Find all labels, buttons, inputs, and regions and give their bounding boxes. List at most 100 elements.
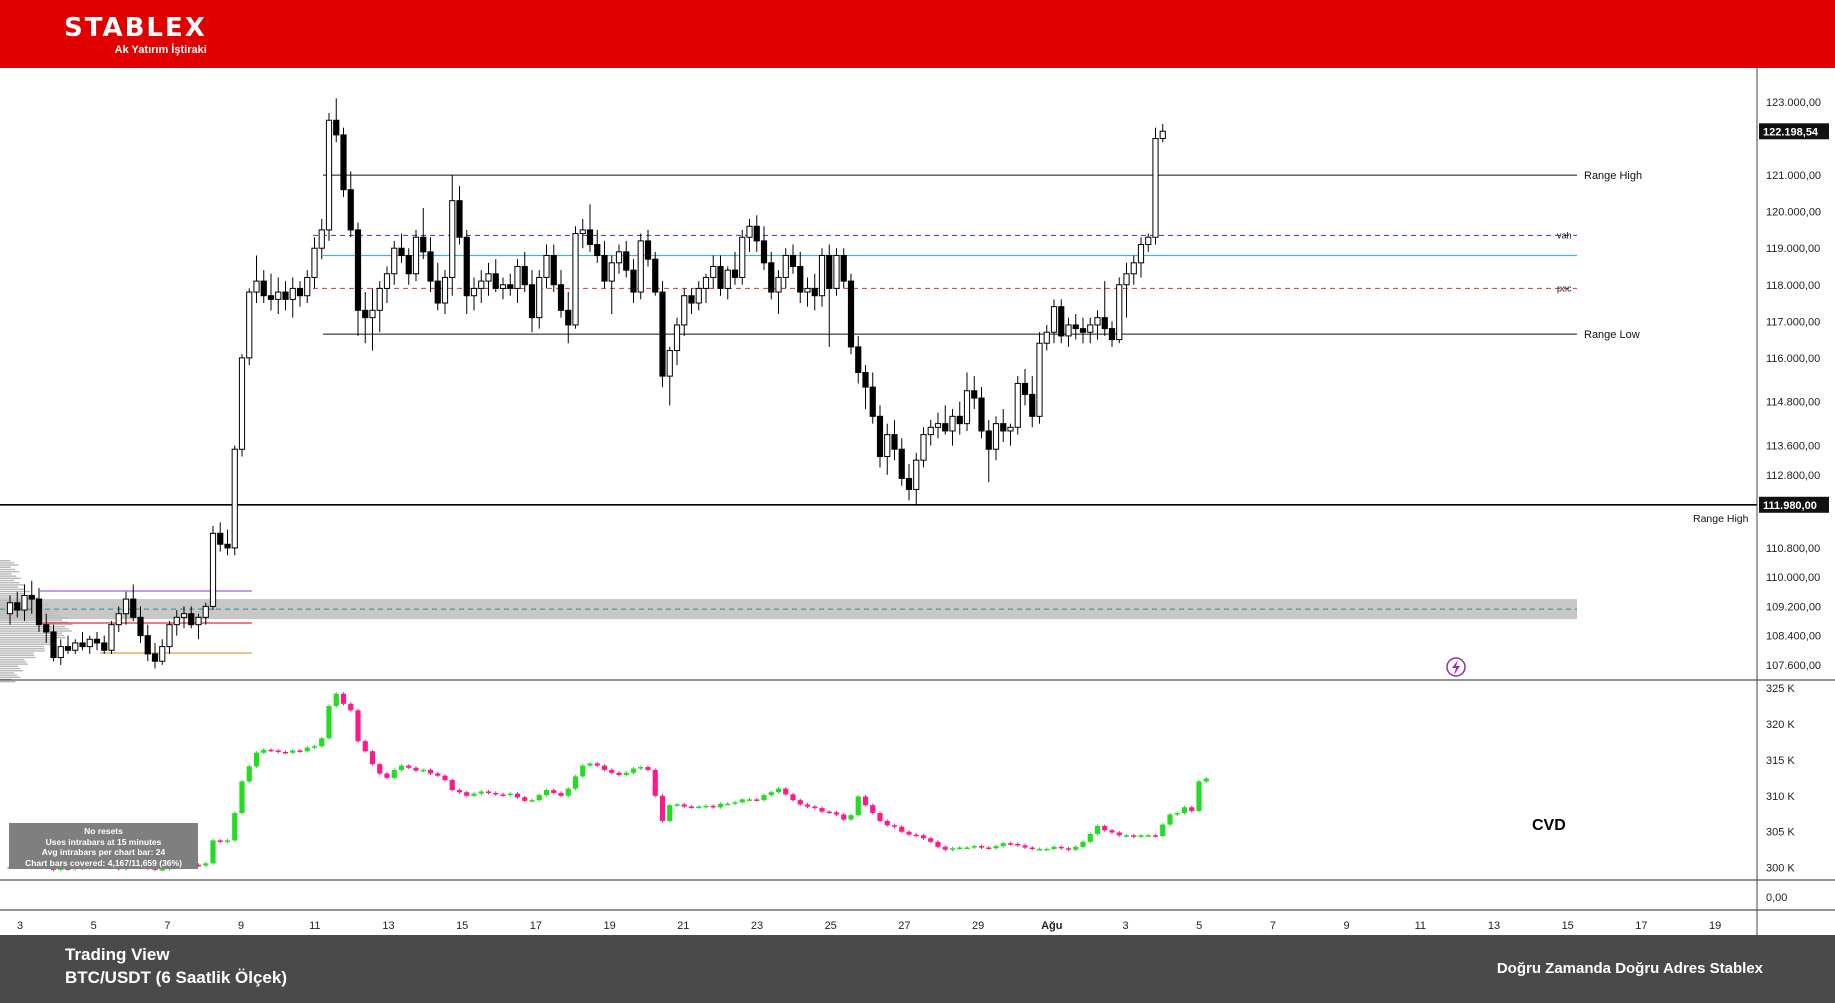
candle-up bbox=[122, 598, 130, 615]
time-tick-label: 7 bbox=[1270, 920, 1276, 932]
cvd-bar-up bbox=[1138, 835, 1144, 837]
volume-profile-bar bbox=[0, 654, 35, 656]
cvd-bar-down bbox=[935, 841, 941, 847]
cvd-bar-up bbox=[543, 790, 550, 796]
time-tick-label: 15 bbox=[1562, 920, 1574, 932]
candle-up bbox=[934, 423, 942, 428]
volume-profile-bar bbox=[0, 628, 69, 630]
level-lines bbox=[0, 174, 1757, 506]
candle-down bbox=[797, 265, 804, 293]
candle-down bbox=[405, 255, 412, 275]
footer-subtitle: BTC/USDT (6 Saatlik Ölçek) bbox=[65, 968, 288, 987]
level-price-label: 111.980,00 bbox=[1763, 500, 1817, 512]
candle-up bbox=[572, 233, 579, 326]
time-tick-label: 9 bbox=[238, 920, 244, 932]
candle-up bbox=[478, 280, 485, 289]
cvd-bar-down bbox=[297, 750, 303, 753]
volume-profile-bar bbox=[0, 645, 45, 648]
cvd-tick-label: 320 K bbox=[1766, 719, 1795, 731]
cvd-bar-up bbox=[319, 738, 325, 747]
cvd-bar-down bbox=[369, 751, 376, 765]
candle-up bbox=[666, 350, 673, 377]
candle-up bbox=[499, 284, 507, 289]
cvd-bar-up bbox=[855, 796, 861, 816]
candle-up bbox=[913, 459, 920, 490]
candle-down bbox=[731, 269, 739, 278]
candle-down bbox=[282, 291, 289, 300]
cvd-bar-up bbox=[253, 752, 260, 767]
cvd-bar-down bbox=[645, 767, 651, 770]
candle-down bbox=[130, 598, 137, 618]
candle-down bbox=[688, 295, 695, 304]
poc-label: poc bbox=[1557, 283, 1572, 293]
candle-down bbox=[862, 371, 869, 388]
volume-profile-bar bbox=[0, 573, 12, 575]
info-line: No resets bbox=[84, 826, 123, 836]
price-tick-label: 117.000,00 bbox=[1766, 316, 1820, 328]
candle-up bbox=[325, 119, 333, 231]
candle-up bbox=[1050, 306, 1058, 333]
cvd-bar-up bbox=[949, 848, 956, 850]
cvd-bar-up bbox=[775, 788, 782, 793]
cvd-bar-up bbox=[536, 795, 542, 801]
candle-down bbox=[1108, 328, 1116, 341]
cvd-bar-up bbox=[725, 803, 731, 806]
cvd-bar-down bbox=[616, 772, 622, 775]
candle-up bbox=[833, 255, 840, 289]
cvd-bar-down bbox=[362, 741, 368, 752]
cvd-bar-down bbox=[1131, 835, 1137, 837]
candle-down bbox=[789, 255, 797, 267]
cvd-bar-up bbox=[58, 868, 64, 870]
cvd-bar-up bbox=[1174, 813, 1180, 815]
volume-profile-bar bbox=[0, 588, 24, 590]
candle-up bbox=[246, 291, 253, 359]
price-chart[interactable]: Range High Range Low vah poc Range High 123.0… bbox=[0, 68, 1835, 935]
candle-down bbox=[630, 269, 637, 293]
cvd-bar-down bbox=[406, 765, 412, 768]
candle-up bbox=[782, 255, 789, 278]
cvd-bar-up bbox=[391, 769, 397, 778]
time-tick-label: 13 bbox=[382, 920, 394, 932]
cvd-bar-down bbox=[340, 693, 347, 704]
time-tick-label: 17 bbox=[1635, 920, 1647, 932]
candle-up bbox=[920, 434, 927, 461]
candle-down bbox=[463, 236, 470, 297]
candle-up bbox=[275, 291, 282, 300]
candle-up bbox=[209, 532, 217, 607]
candle-up bbox=[86, 638, 93, 648]
cvd-bar-up bbox=[1167, 814, 1173, 825]
cvd-bar-down bbox=[1116, 832, 1122, 836]
candle-down bbox=[137, 616, 144, 637]
indicator-info-box: No resets Uses intrabars at 15 minutes A… bbox=[9, 823, 198, 869]
time-tick-label: 29 bbox=[972, 920, 984, 932]
candle-up bbox=[449, 200, 456, 278]
candle-down bbox=[717, 265, 724, 289]
footer-title: Trading View bbox=[65, 945, 170, 964]
volume-profile-bar bbox=[0, 590, 31, 593]
candle-up bbox=[485, 273, 492, 282]
price-tick-label: 113.600,00 bbox=[1766, 441, 1820, 453]
time-tick-label: 5 bbox=[91, 920, 97, 932]
cvd-bar-up bbox=[768, 792, 774, 796]
time-tick-label: 3 bbox=[1122, 920, 1128, 932]
candle-down bbox=[760, 240, 768, 264]
volume-profile-bar bbox=[0, 634, 65, 637]
cvd-bar-up bbox=[1181, 807, 1188, 814]
volume-profile-bar bbox=[0, 582, 20, 584]
candle-up bbox=[536, 276, 543, 319]
candle-down bbox=[1072, 324, 1079, 330]
candle-down bbox=[565, 309, 572, 326]
candle-up bbox=[195, 616, 202, 626]
logo-tagline: Ak Yatırım İştiraki bbox=[114, 44, 207, 56]
cvd-bar-up bbox=[761, 795, 767, 801]
candle-down bbox=[347, 189, 354, 231]
cvd-bar-up bbox=[580, 765, 586, 777]
candle-down bbox=[507, 284, 514, 289]
candle-up bbox=[804, 287, 811, 293]
candle-down bbox=[891, 434, 898, 450]
cvd-bar-up bbox=[1123, 835, 1130, 837]
volume-profile-bar bbox=[0, 630, 72, 632]
candle-down bbox=[14, 602, 21, 611]
shaded-zone bbox=[0, 599, 1577, 620]
volume-profile-bar bbox=[0, 577, 22, 579]
